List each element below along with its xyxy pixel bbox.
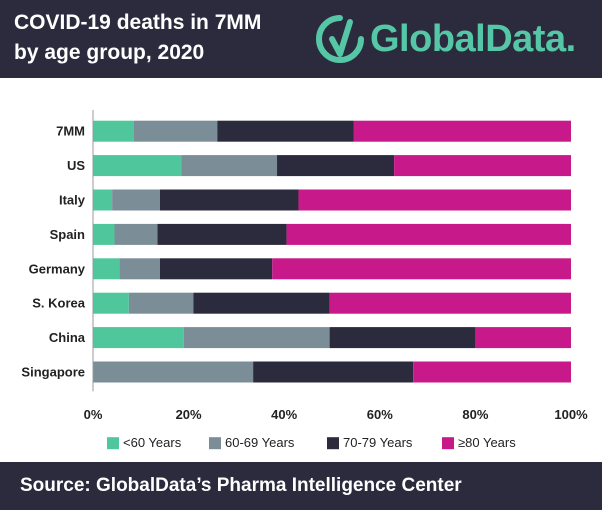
bar-s-korea-series-3	[193, 292, 330, 314]
bar-italy-series-4	[298, 189, 571, 211]
category-label-italy: Italy	[59, 193, 86, 208]
bar-spain-series-1	[93, 223, 115, 245]
bar-7mm-series-4	[353, 120, 571, 142]
bar-italy-series-3	[159, 189, 299, 211]
chart-title: COVID-19 deaths in 7MM by age group, 202…	[14, 8, 314, 68]
bar-us-series-4	[394, 155, 571, 177]
title-line-1: COVID-19 deaths in 7MM	[14, 11, 262, 34]
footer-banner: Source: GlobalData’s Pharma Intelligence…	[0, 462, 602, 510]
x-tick-0: 0%	[84, 407, 103, 422]
bar-s-korea-series-2	[128, 292, 194, 314]
bar-spain-series-4	[286, 223, 571, 245]
legend-label-1: <60 Years	[123, 435, 182, 450]
bars-group	[93, 120, 571, 383]
legend-swatch-3	[327, 437, 339, 450]
legend-label-3: 70-79 Years	[343, 435, 413, 450]
bar-china-series-4	[475, 327, 571, 349]
category-label-7mm: 7MM	[56, 124, 85, 139]
bar-spain-series-2	[114, 223, 158, 245]
legend-swatch-4	[442, 437, 454, 450]
legend-swatch-2	[209, 437, 221, 450]
bar-7mm-series-1	[93, 120, 134, 142]
bar-s-korea-series-4	[329, 292, 571, 314]
x-tick-2: 40%	[271, 407, 297, 422]
bar-spain-series-3	[157, 223, 287, 245]
stacked-bar-chart: 7MM US Italy Spain Germany S. Korea China Singa…	[21, 110, 588, 450]
bar-germany-series-1	[93, 258, 120, 280]
bar-germany-series-3	[159, 258, 273, 280]
x-tick-3: 60%	[367, 407, 393, 422]
legend-label-2: 60-69 Years	[225, 435, 295, 450]
bar-7mm-series-3	[217, 120, 354, 142]
source-note: Source: GlobalData’s Pharma Intelligence…	[20, 475, 462, 496]
header-banner: COVID-19 deaths in 7MM by age group, 202…	[0, 0, 602, 78]
bar-us-series-1	[93, 155, 182, 177]
bar-china-series-2	[183, 327, 330, 349]
legend-label-4: ≥80 Years	[458, 435, 516, 450]
bar-7mm-series-2	[133, 120, 218, 142]
legend-swatch-1	[107, 437, 119, 450]
x-tick-1: 20%	[176, 407, 202, 422]
globaldata-logo-icon	[316, 15, 364, 63]
category-label-singapore: Singapore	[21, 365, 85, 380]
category-label-china: China	[49, 330, 86, 345]
bar-us-series-2	[181, 155, 278, 177]
bar-china-series-3	[329, 327, 476, 349]
bar-italy-series-2	[112, 189, 160, 211]
category-label-us: US	[67, 158, 85, 173]
bar-china-series-1	[93, 327, 184, 349]
bar-singapore-series-2	[93, 361, 254, 383]
legend: <60 Years 60-69 Years 70-79 Years ≥80 Years	[107, 435, 516, 450]
bar-italy-series-1	[93, 189, 113, 211]
x-tick-labels: 0% 20% 40% 60% 80% 100%	[84, 407, 588, 422]
x-tick-5: 100%	[554, 407, 588, 422]
brand-name: GlobalData.	[370, 18, 576, 60]
category-labels: 7MM US Italy Spain Germany S. Korea China Singa…	[21, 124, 85, 380]
category-label-s-korea: S. Korea	[32, 296, 86, 311]
bar-s-korea-series-1	[93, 292, 129, 314]
bar-singapore-series-4	[413, 361, 571, 383]
bar-germany-series-2	[119, 258, 160, 280]
x-tick-4: 80%	[462, 407, 488, 422]
globaldata-logo: GlobalData.	[312, 8, 592, 70]
category-label-spain: Spain	[50, 227, 85, 242]
bar-singapore-series-3	[253, 361, 414, 383]
bar-us-series-3	[277, 155, 395, 177]
category-label-germany: Germany	[29, 261, 86, 276]
title-line-2: by age group, 2020	[14, 41, 205, 64]
bar-germany-series-4	[272, 258, 571, 280]
